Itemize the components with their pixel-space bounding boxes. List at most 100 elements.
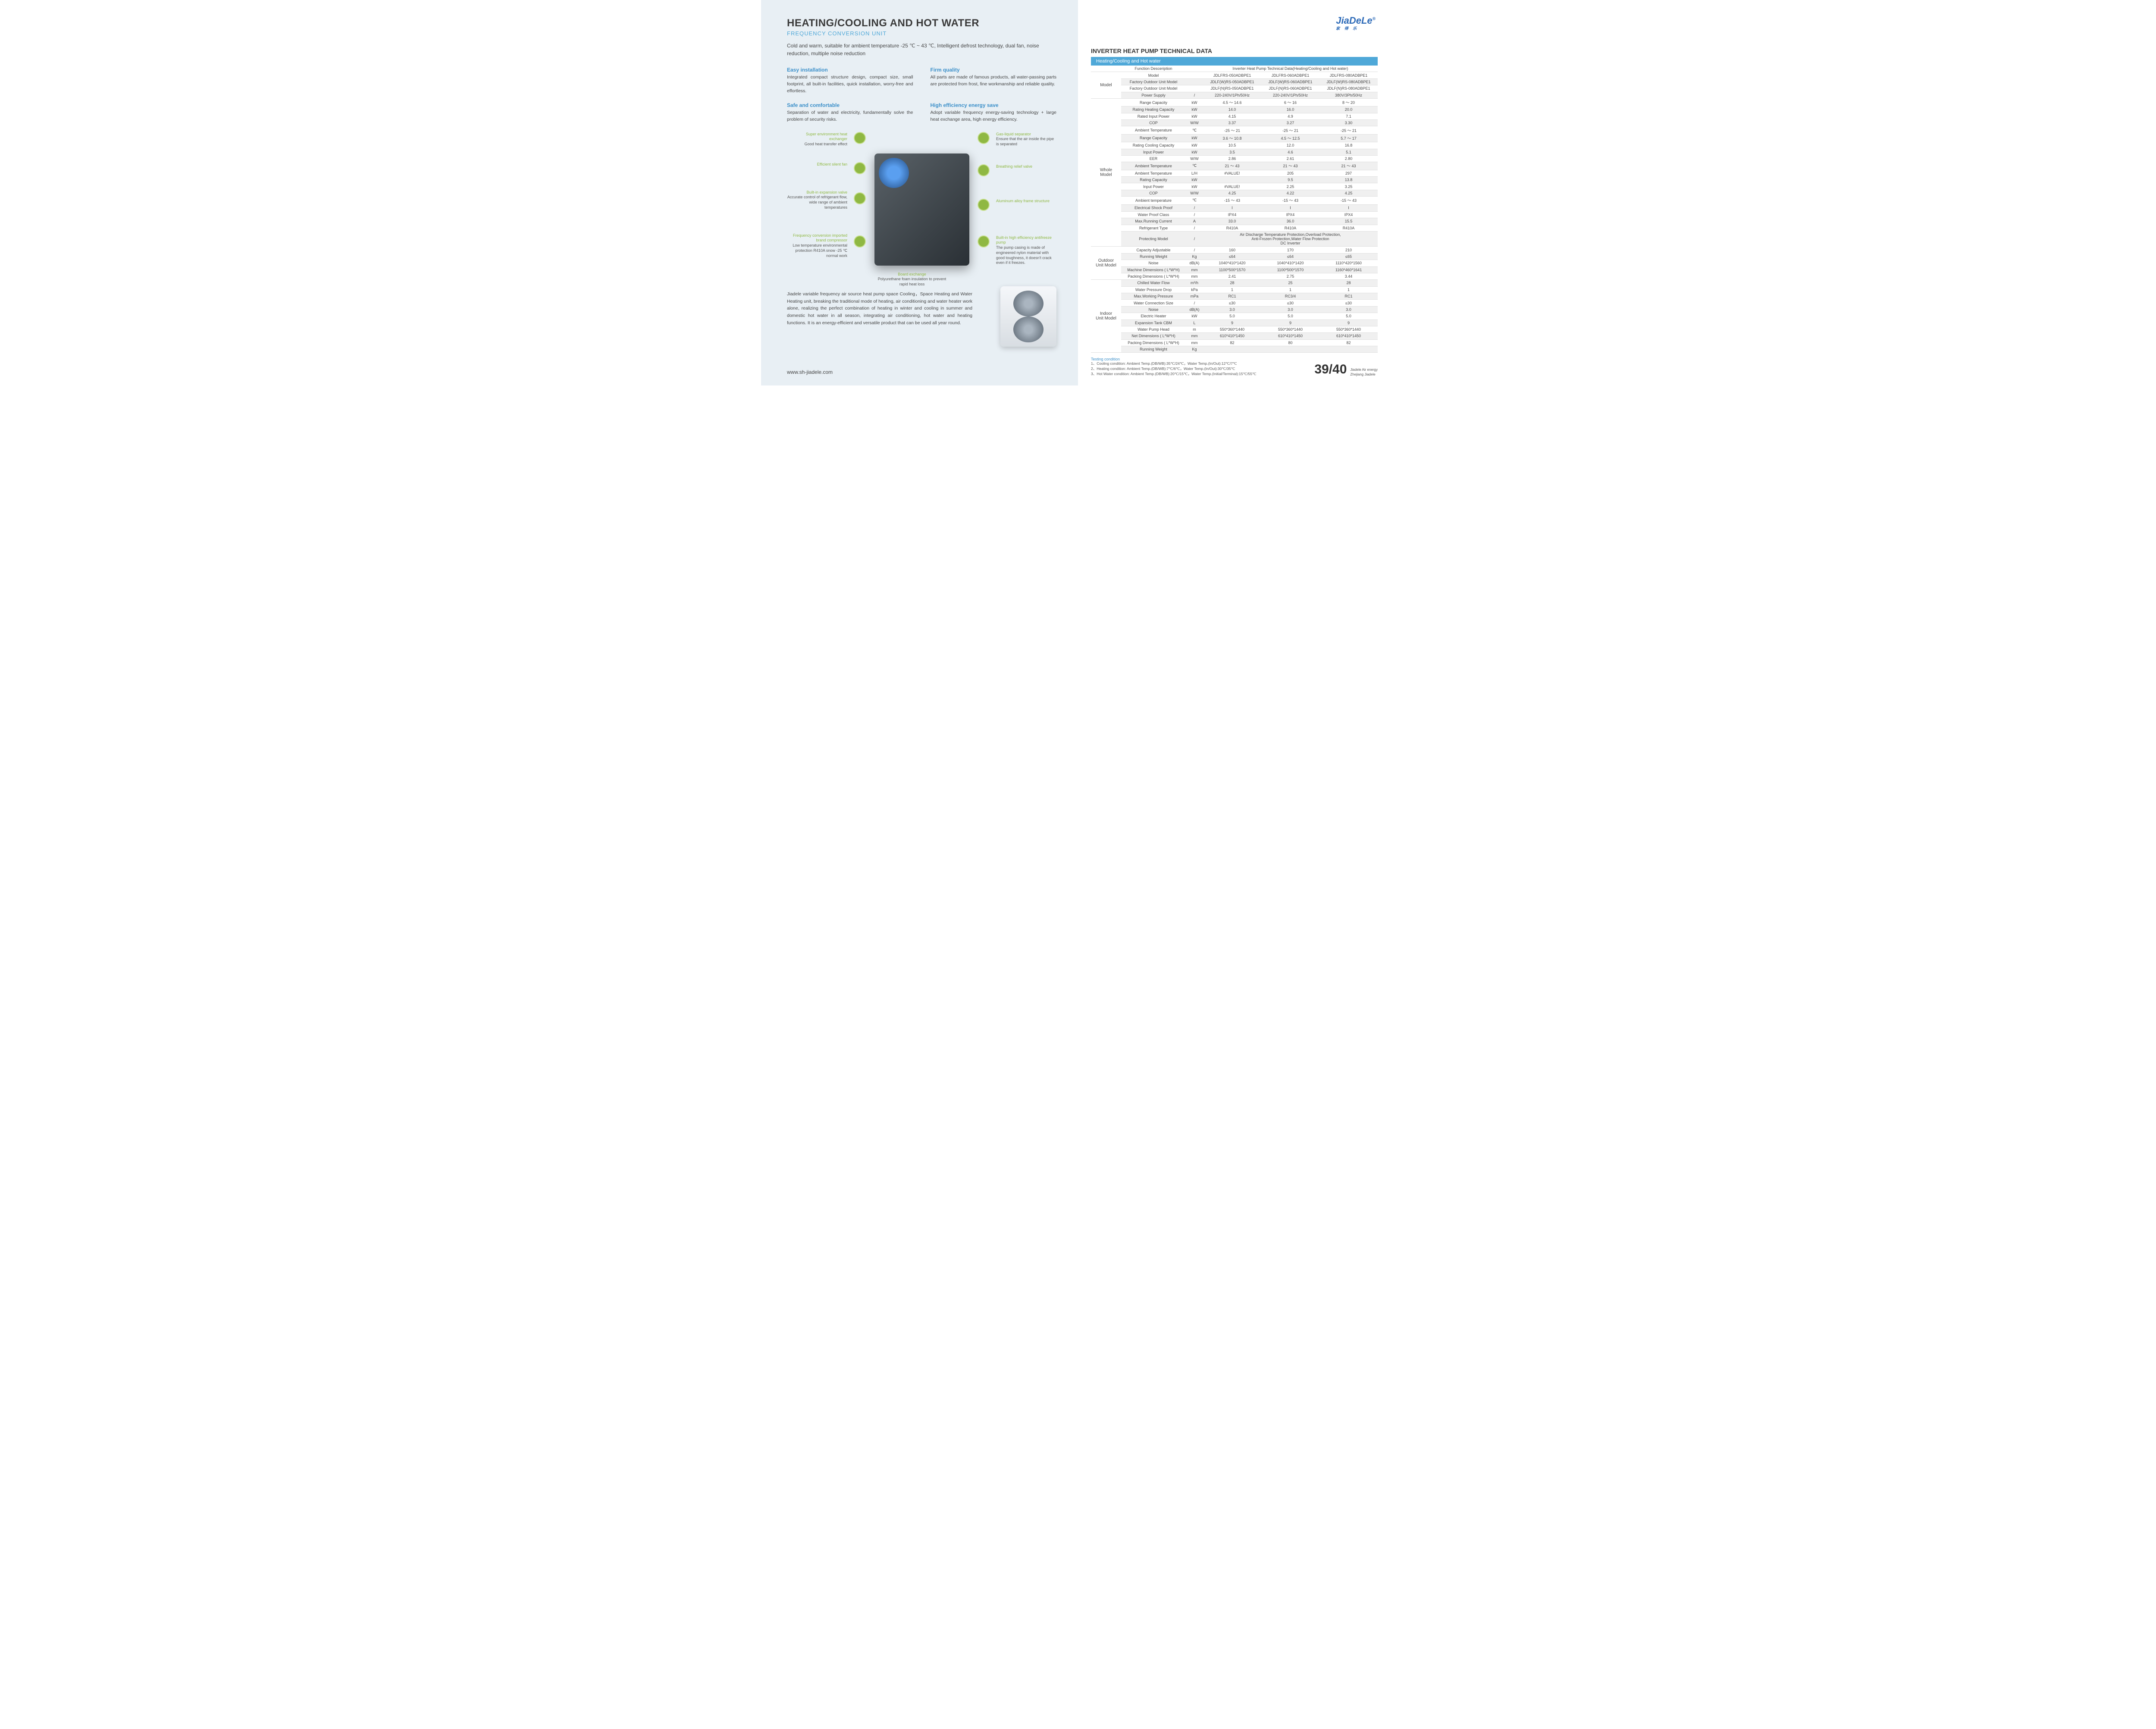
param-name: Running Weight: [1121, 346, 1186, 353]
callout-relief-valve: Breathing relief valve: [996, 164, 1056, 169]
unit: mm: [1186, 333, 1203, 339]
param-value: 6 ～ 16: [1261, 98, 1319, 106]
param-value: [1261, 346, 1319, 353]
unit: /: [1186, 232, 1203, 247]
param-value: 36.0: [1261, 218, 1319, 225]
param-value: 2.41: [1203, 273, 1261, 279]
left-page: HEATING/COOLING AND HOT WATER FREQUENCY …: [761, 0, 1078, 385]
param-name: Ambient temperature: [1121, 197, 1186, 204]
param-value: IPX4: [1203, 211, 1261, 218]
param-value: 4.15: [1203, 113, 1261, 119]
param-value: 3.30: [1319, 120, 1378, 126]
subtitle: FREQUENCY CONVERSION UNIT: [787, 30, 1056, 37]
param-value: 15.5: [1319, 218, 1378, 225]
unit: ℃: [1186, 162, 1203, 170]
technical-data-table: Function Desceription Inverter Heat Pump …: [1091, 66, 1378, 353]
callout-heat-exchanger: Super environment heat exchangerGood hea…: [787, 132, 847, 147]
brand-logo: JiaDeLe®家 得 乐: [1336, 15, 1376, 31]
unit: m: [1186, 326, 1203, 332]
param-value: #VALUE!: [1203, 183, 1261, 190]
param-value: 25: [1261, 280, 1319, 286]
param-value: 170: [1261, 247, 1319, 253]
feature-title: Firm quality: [931, 67, 1057, 73]
param-value: 3.37: [1203, 120, 1261, 126]
param-value: 297: [1319, 170, 1378, 176]
unit: dB(A): [1186, 260, 1203, 266]
param-value: 4.25: [1203, 190, 1261, 196]
unit: W/W: [1186, 190, 1203, 196]
param-value: [1203, 346, 1261, 353]
param-value: 1: [1261, 286, 1319, 293]
main-title: HEATING/COOLING AND HOT WATER: [787, 17, 1056, 29]
param-name: Chilled Water Flow: [1121, 280, 1186, 286]
unit: L/H: [1186, 170, 1203, 176]
param-name: Model: [1121, 72, 1186, 78]
param-name: Input Power: [1121, 183, 1186, 190]
param-value: JDLF(N)RS-050ADBPE1: [1203, 85, 1261, 92]
unit: mm: [1186, 266, 1203, 273]
param-value: 3.5: [1203, 149, 1261, 155]
callout-frame: Aluminum alloy frame structure: [996, 199, 1056, 204]
param-value: 82: [1203, 339, 1261, 346]
param-name: Range Capacity: [1121, 134, 1186, 142]
param-name: Packing Dimensions ( L*W*H): [1121, 339, 1186, 346]
callout-icon: [854, 132, 866, 144]
param-value: 21 ～ 43: [1203, 162, 1261, 170]
param-name: Rating Capacity: [1121, 177, 1186, 183]
param-value: 1100*500*1570: [1203, 266, 1261, 273]
param-value: 80: [1261, 339, 1319, 346]
param-value: 9: [1261, 319, 1319, 326]
param-name: EER: [1121, 155, 1186, 162]
param-name: Capacity Adjustable: [1121, 247, 1186, 253]
unit: /: [1186, 225, 1203, 231]
param-value: 82: [1319, 339, 1378, 346]
unit: dB(A): [1186, 306, 1203, 313]
param-name: Water Proof Class: [1121, 211, 1186, 218]
param-value: 13.8: [1319, 177, 1378, 183]
param-name: Electric Heater: [1121, 313, 1186, 319]
param-value: RC1: [1319, 293, 1378, 300]
unit: /: [1186, 247, 1203, 253]
param-value: JDLF(N)RS-060ADBPE1: [1261, 85, 1319, 92]
param-value: 610*410*1450: [1203, 333, 1261, 339]
param-value: ≤65: [1319, 253, 1378, 260]
unit: mPa: [1186, 293, 1203, 300]
col-header: Inverter Heat Pump Technical Data(Heatin…: [1203, 66, 1378, 72]
param-value: Ⅰ: [1319, 204, 1378, 211]
section-label: IndoorUnit Model: [1091, 280, 1121, 353]
unit: Kg: [1186, 346, 1203, 353]
param-value: RC1: [1203, 293, 1261, 300]
feature-body: Separation of water and electricity, fun…: [787, 110, 913, 123]
callout-expansion-valve: Built-in expansion valveAccurate control…: [787, 190, 847, 210]
right-page: JiaDeLe®家 得 乐 INVERTER HEAT PUMP TECHNIC…: [1078, 0, 1395, 385]
param-value: 7.1: [1319, 113, 1378, 119]
param-value: -15 ～ 43: [1203, 197, 1261, 204]
param-value: 4.6: [1261, 149, 1319, 155]
param-value: 550*360*1440: [1261, 326, 1319, 332]
callout-fan: Efficient silent fan: [787, 162, 847, 167]
param-name: Rating Heating Capacity: [1121, 106, 1186, 113]
param-value: 14.0: [1203, 106, 1261, 113]
param-value: 4.5 ～ 12.5: [1261, 134, 1319, 142]
features-grid: Easy installationIntegrated compact stru…: [787, 67, 1056, 123]
param-value: 4.22: [1261, 190, 1319, 196]
param-value: 5.7 ～ 17: [1319, 134, 1378, 142]
col-function: Function Desceription: [1121, 66, 1186, 72]
param-value: ≤64: [1261, 253, 1319, 260]
feature-body: All parts are made of famous products, a…: [931, 74, 1057, 88]
callout-icon: [978, 132, 990, 144]
param-value: JDLF(W)RS-050ADBPE1: [1203, 78, 1261, 85]
unit: kW: [1186, 183, 1203, 190]
feature-title: High efficiency energy save: [931, 102, 1057, 108]
param-value: JDLFRS-080ADBPE1: [1319, 72, 1378, 78]
unit: [1186, 78, 1203, 85]
feature-block: Safe and comfortableSeparation of water …: [787, 102, 913, 123]
param-value: 5.0: [1261, 313, 1319, 319]
param-value: 220-240V/1Ph/50Hz: [1261, 92, 1319, 98]
param-value: 160: [1203, 247, 1261, 253]
param-name: Power Supply: [1121, 92, 1186, 98]
unit: [1186, 85, 1203, 92]
param-name: COP: [1121, 190, 1186, 196]
param-value: 2.75: [1261, 273, 1319, 279]
feature-title: Easy installation: [787, 67, 913, 73]
